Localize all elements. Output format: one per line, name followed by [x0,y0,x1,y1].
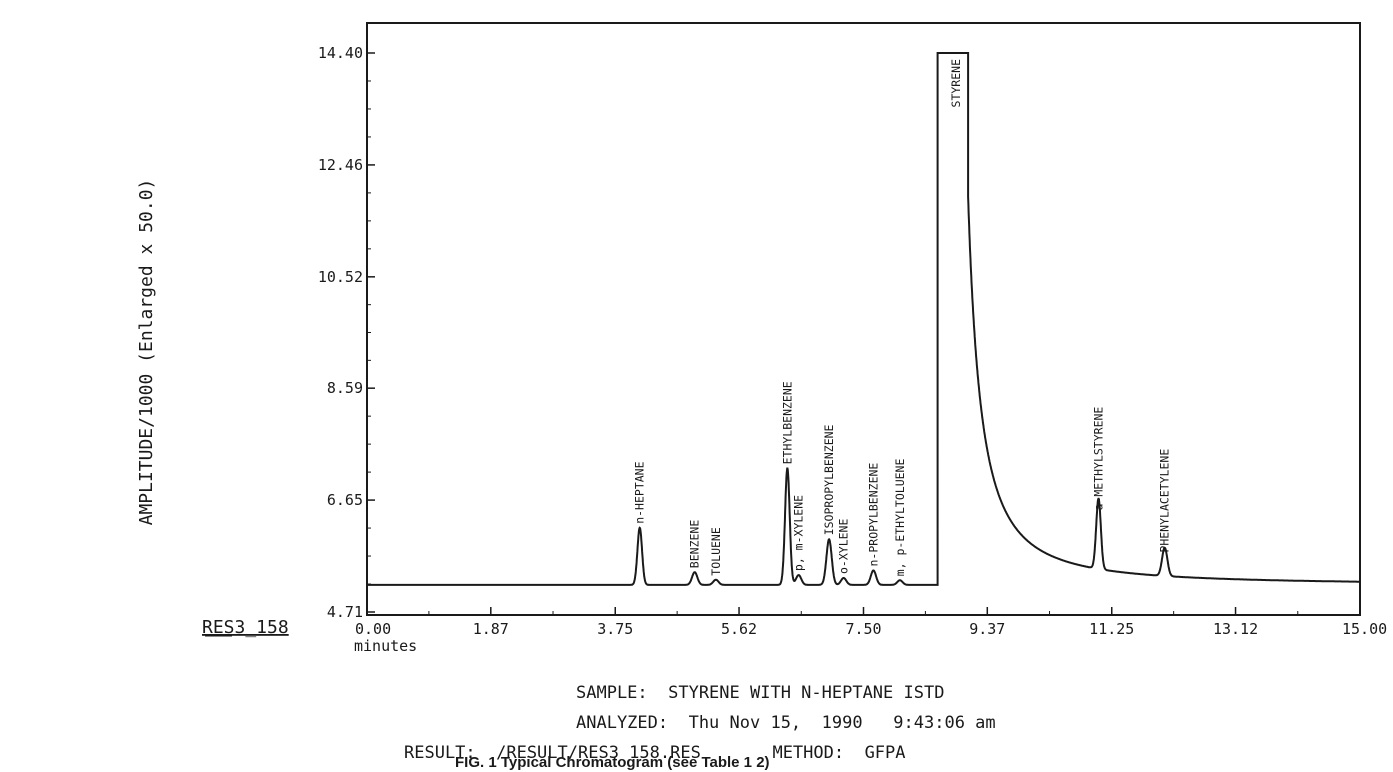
x-tick-label: 0.00 [355,620,391,638]
peak-marker: a-METHYLSTYRENE [1092,407,1106,511]
sample-line: SAMPLE: STYRENE WITH N-HEPTANE ISTD [576,683,945,703]
peak-marker: m, p-ETHYLTOLUENE [893,459,907,577]
peak-label: BENZENE [688,520,702,569]
peak-label: PHENYLACETYLENE [1158,449,1172,553]
peak-label: STYRENE [949,59,963,108]
x-tick-label: 9.37 [969,620,1005,638]
figure-caption: FIG. 1 Typical Chromatogram (see Table 1… [455,754,770,771]
peak-label: a-METHYLSTYRENE [1092,407,1106,511]
x-tick-label: 3.75 [597,620,633,638]
x-tick-label: 1.87 [473,620,509,638]
y-tick-label: 10.52 [318,268,363,286]
result-line: RESULT: /RESULT/RES3 158.RES METHOD: GFP… [404,743,906,763]
peak-label: ISOPROPYLBENZENE [822,424,836,535]
peak-marker: ISOPROPYLBENZENE [822,424,836,535]
peak-marker: PHENYLACETYLENE [1158,449,1172,553]
peak-label: o-XYLENE [837,519,851,574]
peak-label: n-HEPTANE [633,461,647,523]
side-label: RES3_158 [202,617,289,638]
x-tick-label: 13.12 [1213,620,1258,638]
peak-marker: p, m-XYLENE [792,495,806,571]
y-tick-label: 8.59 [327,379,363,397]
peak-marker: TOLUENE [709,527,723,576]
analyzed-line: ANALYZED: Thu Nov 15, 1990 9:43:06 am [576,713,996,733]
peak-marker: STYRENE [949,59,963,108]
peak-marker: n-HEPTANE [633,461,647,523]
peak-label: p, m-XYLENE [792,495,806,571]
y-tick-label: 14.40 [318,44,363,62]
y-tick-label: 4.71 [327,603,363,621]
peak-marker: o-XYLENE [837,519,851,574]
peak-label: TOLUENE [709,527,723,576]
peak-label: m, p-ETHYLTOLUENE [893,459,907,577]
peak-marker: ETHYLBENZENE [780,381,794,464]
y-tick-label: 12.46 [318,156,363,174]
x-axis-label: minutes [354,637,417,655]
chromatogram-trace [367,52,1360,586]
y-tick-label: 6.65 [327,491,363,509]
peak-label: ETHYLBENZENE [780,381,794,464]
x-tick-label: 15.00 [1342,620,1387,638]
peak-marker: n-PROPYLBENZENE [866,463,880,567]
x-tick-label: 5.62 [721,620,757,638]
plot-frame [366,22,1361,616]
x-tick-label: 7.50 [845,620,881,638]
peak-label: n-PROPYLBENZENE [866,463,880,567]
x-tick-label: 11.25 [1089,620,1134,638]
peak-marker: BENZENE [688,520,702,569]
y-axis-label: AMPLITUDE/1000 (Enlarged x 50.0) [136,179,157,526]
